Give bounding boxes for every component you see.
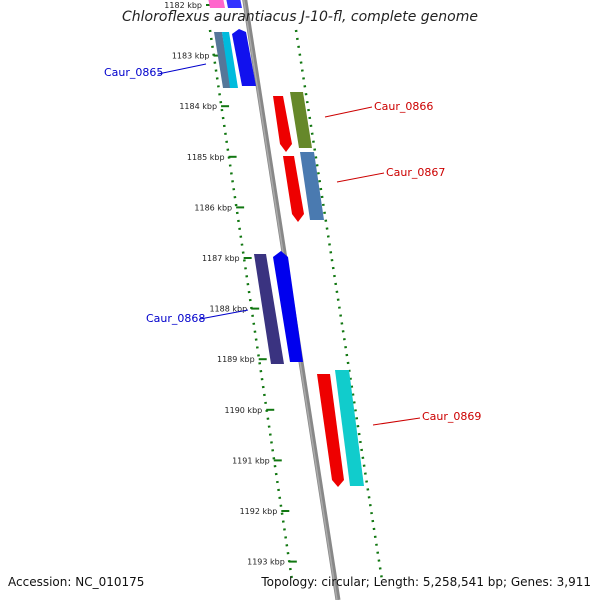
gene-feature bbox=[290, 92, 312, 148]
gene-label-caur-0866: Caur_0866 bbox=[374, 100, 433, 113]
gene-feature bbox=[232, 29, 256, 86]
tick-label: 1189 kbp bbox=[217, 355, 255, 364]
gene-feature bbox=[222, 32, 238, 88]
tick-label: 1187 kbp bbox=[202, 254, 240, 263]
genome-title: Chloroflexus aurantiacus J-10-fl, comple… bbox=[122, 9, 478, 25]
tick-label: 1186 kbp bbox=[194, 203, 232, 212]
leader-line bbox=[199, 309, 249, 320]
tick-label: 1192 kbp bbox=[240, 507, 278, 516]
leader-line bbox=[372, 417, 421, 426]
gene-feature bbox=[273, 251, 303, 362]
gene-label-caur-0865: Caur_0865 bbox=[104, 66, 163, 79]
plus-strand-track bbox=[294, 29, 384, 581]
gene-feature bbox=[273, 96, 292, 152]
leader-line bbox=[336, 172, 385, 183]
gene-blue-top bbox=[226, 0, 242, 8]
tick-labels: 1182 kbp 1183 kbp 1184 kbp 1185 kbp 1186 kbp… bbox=[164, 1, 285, 567]
tick-label: 1190 kbp bbox=[225, 406, 263, 415]
tick-label: 1184 kbp bbox=[179, 102, 217, 111]
tick-marks bbox=[206, 4, 297, 563]
gene-feature bbox=[214, 32, 231, 88]
tick-label: 1185 kbp bbox=[187, 153, 225, 162]
leader-line bbox=[157, 63, 207, 75]
tick-label: 1193 kbp bbox=[247, 558, 285, 567]
tick-label: 1183 kbp bbox=[172, 52, 210, 61]
accession-text: Accession: NC_010175 bbox=[8, 575, 145, 589]
gene-feature bbox=[283, 156, 304, 222]
gene-label-caur-0869: Caur_0869 bbox=[422, 410, 481, 423]
tick-label: 1188 kbp bbox=[209, 305, 247, 314]
gene-feature bbox=[335, 370, 364, 486]
gene-pink bbox=[208, 0, 225, 8]
gene-label-caur-0868: Caur_0868 bbox=[146, 312, 205, 325]
gene-feature bbox=[317, 374, 344, 487]
leader-line bbox=[324, 106, 373, 118]
gene-label-caur-0867: Caur_0867 bbox=[386, 166, 445, 179]
gene-feature bbox=[300, 152, 324, 220]
tick-label: 1182 kbp bbox=[164, 1, 202, 10]
topology-text: Topology: circular; Length: 5,258,541 bp… bbox=[261, 575, 591, 589]
tick-label: 1191 kbp bbox=[232, 456, 270, 465]
gene-feature bbox=[254, 254, 284, 364]
